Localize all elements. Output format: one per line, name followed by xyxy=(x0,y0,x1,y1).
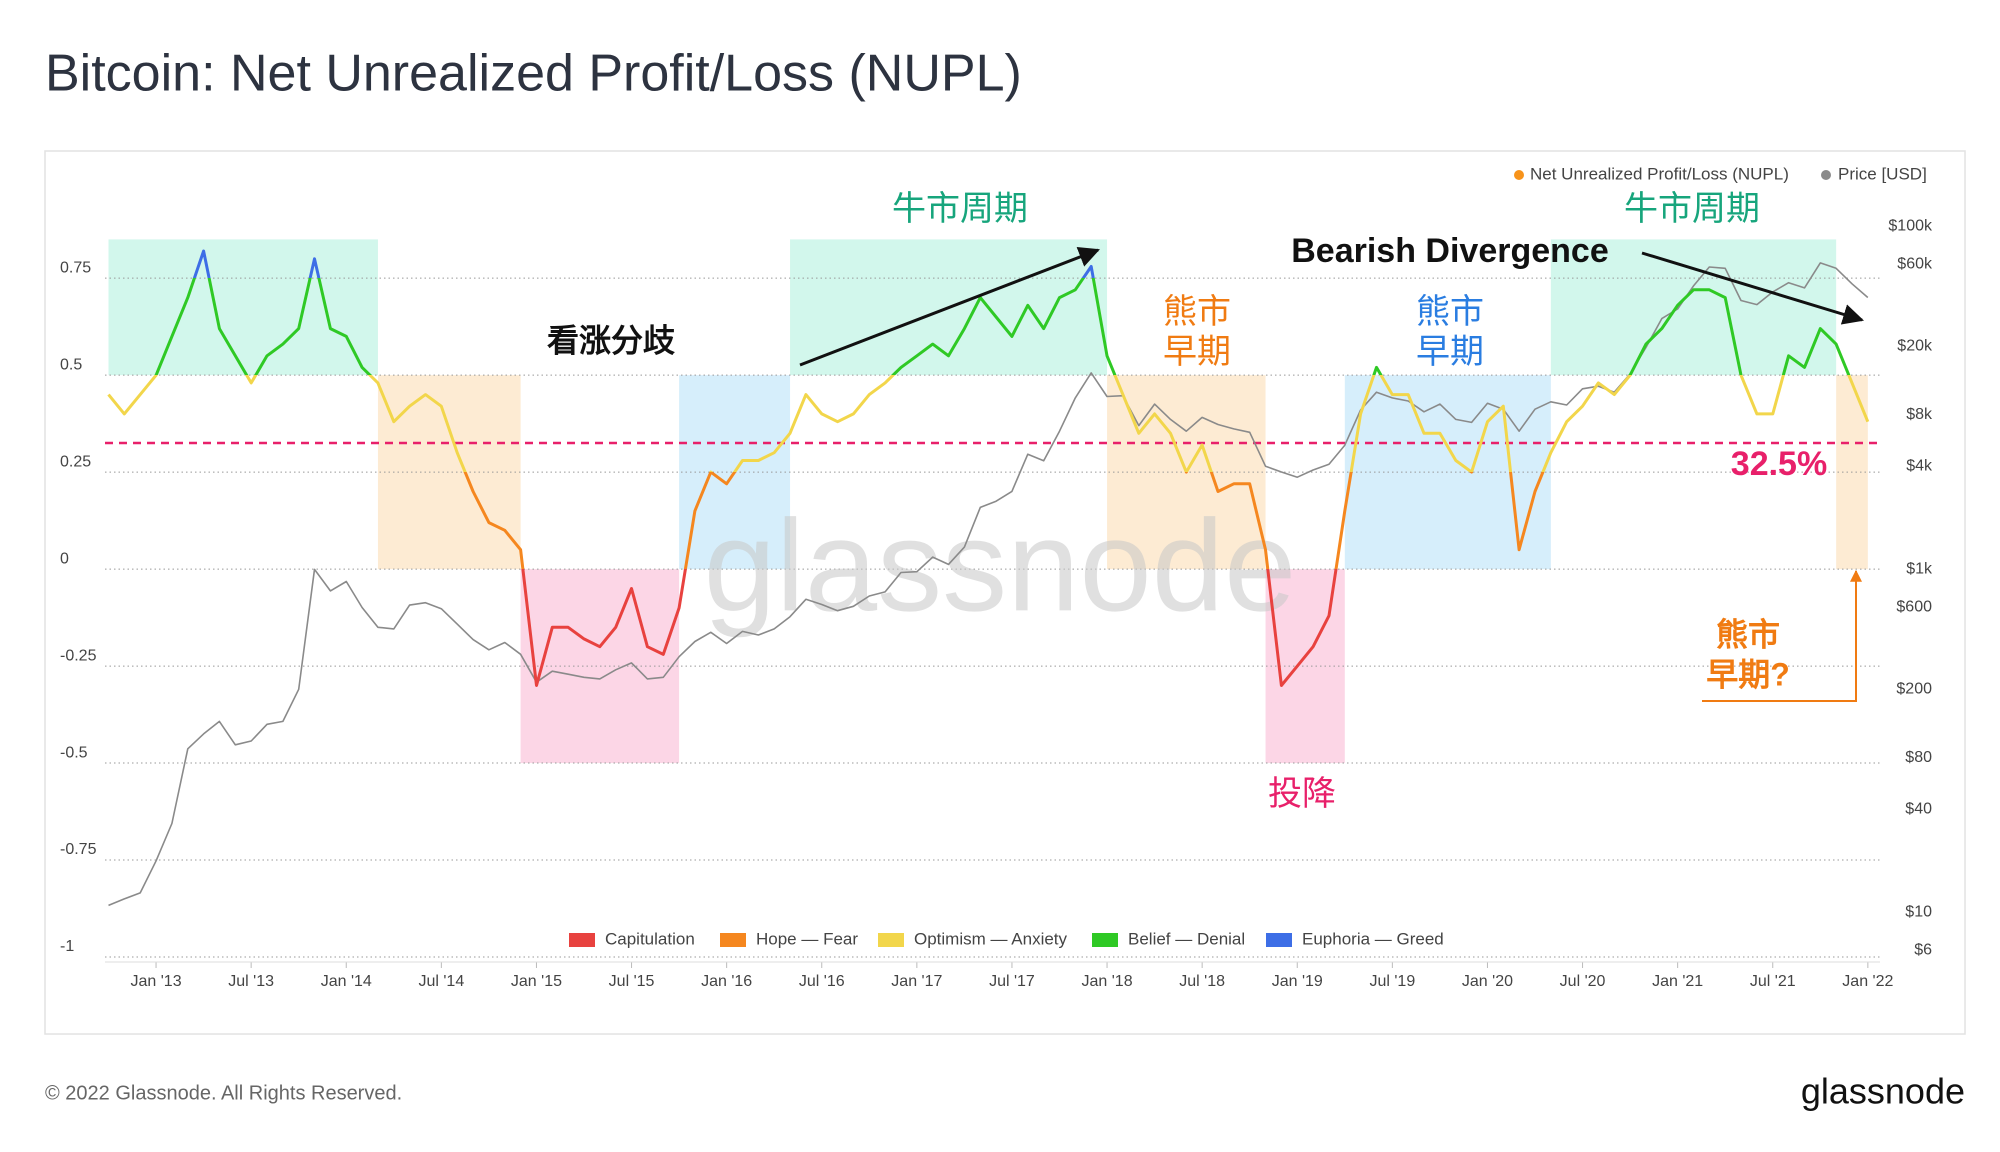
y2-tick-label: $80 xyxy=(1905,749,1932,766)
logo: glassnode xyxy=(1801,1071,1965,1112)
y2-tick-label: $100k xyxy=(1888,218,1933,235)
watermark: glassnode xyxy=(704,492,1297,638)
panel xyxy=(44,150,1966,1035)
y-tick-label: -0.25 xyxy=(60,647,97,664)
legend: Net Unrealized Profit/Loss (NUPL) Price [… xyxy=(569,164,1927,948)
y2-tick-label: $6 xyxy=(1914,942,1932,959)
y2-tick-label: $200 xyxy=(1896,681,1932,698)
zone-band xyxy=(108,239,378,376)
legend-swatch xyxy=(1266,933,1292,947)
arrow xyxy=(1702,569,1862,702)
x-tick-label: Jul '15 xyxy=(609,973,655,990)
annotation: 牛市周期 xyxy=(892,190,1028,228)
zone-band xyxy=(1344,375,1551,570)
y-tick-label: -1 xyxy=(60,938,74,955)
y-tick-label: -0.5 xyxy=(60,744,88,761)
series-line xyxy=(108,262,1869,907)
y2-tick-label: $600 xyxy=(1896,599,1932,616)
x-tick-label: Jan '21 xyxy=(1652,973,1703,990)
annotation: 熊市 xyxy=(1416,293,1484,331)
x-tick-label: Jul '14 xyxy=(418,973,464,990)
annotation: 早期 xyxy=(1416,333,1484,371)
annotation: 看涨分歧 xyxy=(547,322,675,358)
y2-tick-label: $40 xyxy=(1905,800,1932,817)
grid: -1 -0.75 -0.5 -0.25 0 0.25 0.5 0.75 $6 $10 $40 $80 $… xyxy=(60,218,1933,991)
x-tick-label: Jan '14 xyxy=(321,973,372,990)
x-tick-label: Jan '17 xyxy=(891,973,942,990)
legend-label: Capitulation xyxy=(605,929,695,948)
x-tick-label: Jan '22 xyxy=(1842,973,1893,990)
x-tick-label: Jan '19 xyxy=(1272,973,1323,990)
x-tick-label: Jul '21 xyxy=(1750,973,1796,990)
legend-dot xyxy=(1514,170,1524,180)
legend-label: Net Unrealized Profit/Loss (NUPL) xyxy=(1530,164,1789,183)
arrow xyxy=(1641,251,1865,325)
y2-tick-label: $20k xyxy=(1897,338,1933,355)
legend-label: Belief — Denial xyxy=(1128,929,1245,948)
y2-tick-label: $8k xyxy=(1906,406,1933,423)
x-tick-label: Jan '20 xyxy=(1462,973,1513,990)
x-tick-label: Jul '19 xyxy=(1369,973,1415,990)
y-tick-label: 0.25 xyxy=(60,453,91,470)
y-tick-label: 0.75 xyxy=(60,259,91,276)
x-tick-label: Jan '15 xyxy=(511,973,562,990)
annotation: 牛市周期 xyxy=(1624,190,1760,228)
x-tick-label: Jan '16 xyxy=(701,973,752,990)
annotation: Bearish Divergence xyxy=(1291,232,1609,270)
legend-label: Euphoria — Greed xyxy=(1302,929,1444,948)
threshold-label: 32.5% xyxy=(1731,445,1827,483)
annotation: 早期 xyxy=(1163,333,1231,371)
legend-swatch xyxy=(1092,933,1118,947)
x-tick-label: Jul '16 xyxy=(799,973,845,990)
legend-label: Hope — Fear xyxy=(756,929,858,948)
annotation: 熊市 xyxy=(1163,293,1231,331)
annotation: 熊市 xyxy=(1716,616,1780,652)
legend-swatch xyxy=(720,933,746,947)
x-tick-label: Jul '17 xyxy=(989,973,1035,990)
legend-swatch xyxy=(569,933,595,947)
x-tick-label: Jul '18 xyxy=(1179,973,1225,990)
y2-tick-label: $60k xyxy=(1897,256,1933,273)
footer: © 2022 Glassnode. All Rights Reserved. xyxy=(45,1082,402,1104)
zone-band xyxy=(1550,239,1837,376)
x-tick-label: Jul '13 xyxy=(228,973,274,990)
chart-title: Bitcoin: Net Unrealized Profit/Loss (NUP… xyxy=(45,45,1022,103)
annotation: 早期? xyxy=(1706,656,1790,692)
y2-tick-label: $4k xyxy=(1906,457,1933,474)
y-tick-label: 0.5 xyxy=(60,356,82,373)
y-tick-label: -0.75 xyxy=(60,841,97,858)
series-line xyxy=(107,249,1870,687)
legend-swatch xyxy=(878,933,904,947)
y2-tick-label: $10 xyxy=(1905,904,1932,921)
zone-band xyxy=(377,375,521,570)
legend-label: Price [USD] xyxy=(1838,164,1927,183)
arrow xyxy=(799,247,1100,367)
x-tick-label: Jul '20 xyxy=(1560,973,1606,990)
y2-tick-label: $1k xyxy=(1906,561,1933,578)
legend-label: Optimism — Anxiety xyxy=(914,929,1068,948)
x-tick-label: Jan '18 xyxy=(1082,973,1133,990)
y-tick-label: 0 xyxy=(60,550,69,567)
annotation: 投降 xyxy=(1268,775,1336,813)
legend-dot xyxy=(1821,170,1831,180)
x-tick-label: Jan '13 xyxy=(131,973,182,990)
lines xyxy=(105,249,1880,907)
